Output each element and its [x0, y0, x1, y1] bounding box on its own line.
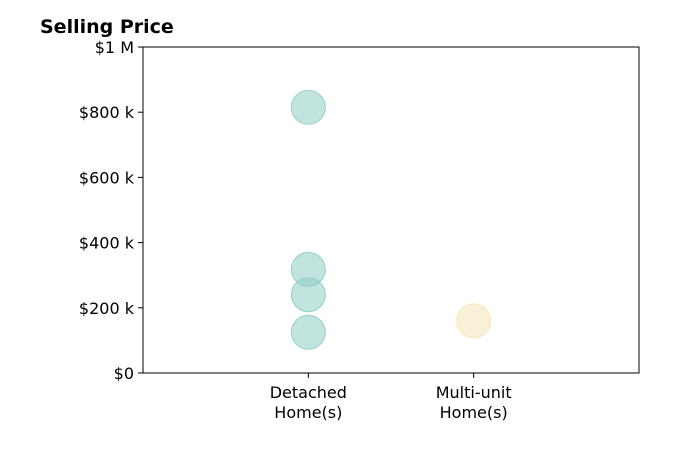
- y-tick-label: $800 k: [79, 103, 135, 122]
- y-tick-label: $1 M: [95, 38, 134, 57]
- data-point: [290, 89, 326, 125]
- data-point: [290, 277, 326, 313]
- y-tick-label: $600 k: [79, 168, 135, 187]
- x-tick-label: Detached Home(s): [270, 383, 347, 422]
- x-tick-label: Multi-unit Home(s): [436, 383, 512, 422]
- data-point: [456, 303, 492, 339]
- chart-title: Selling Price: [40, 16, 174, 38]
- plot-frame: [142, 46, 640, 374]
- y-tick-label: $400 k: [79, 234, 135, 253]
- y-tick-label: $0: [114, 364, 134, 383]
- data-point: [290, 314, 326, 350]
- y-tick-label: $200 k: [79, 299, 135, 318]
